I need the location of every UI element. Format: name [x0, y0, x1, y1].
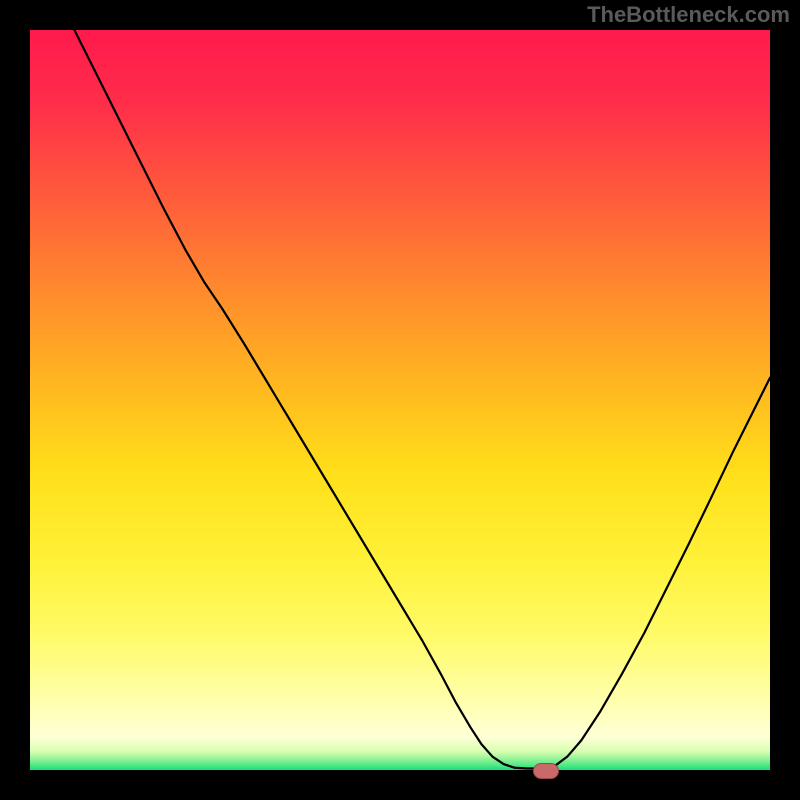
bottleneck-curve	[30, 30, 770, 770]
curve-path	[74, 30, 770, 769]
plot-area	[30, 30, 770, 770]
optimum-marker	[533, 763, 559, 779]
chart-stage: TheBottleneck.com	[0, 0, 800, 800]
attribution-text: TheBottleneck.com	[587, 2, 790, 28]
